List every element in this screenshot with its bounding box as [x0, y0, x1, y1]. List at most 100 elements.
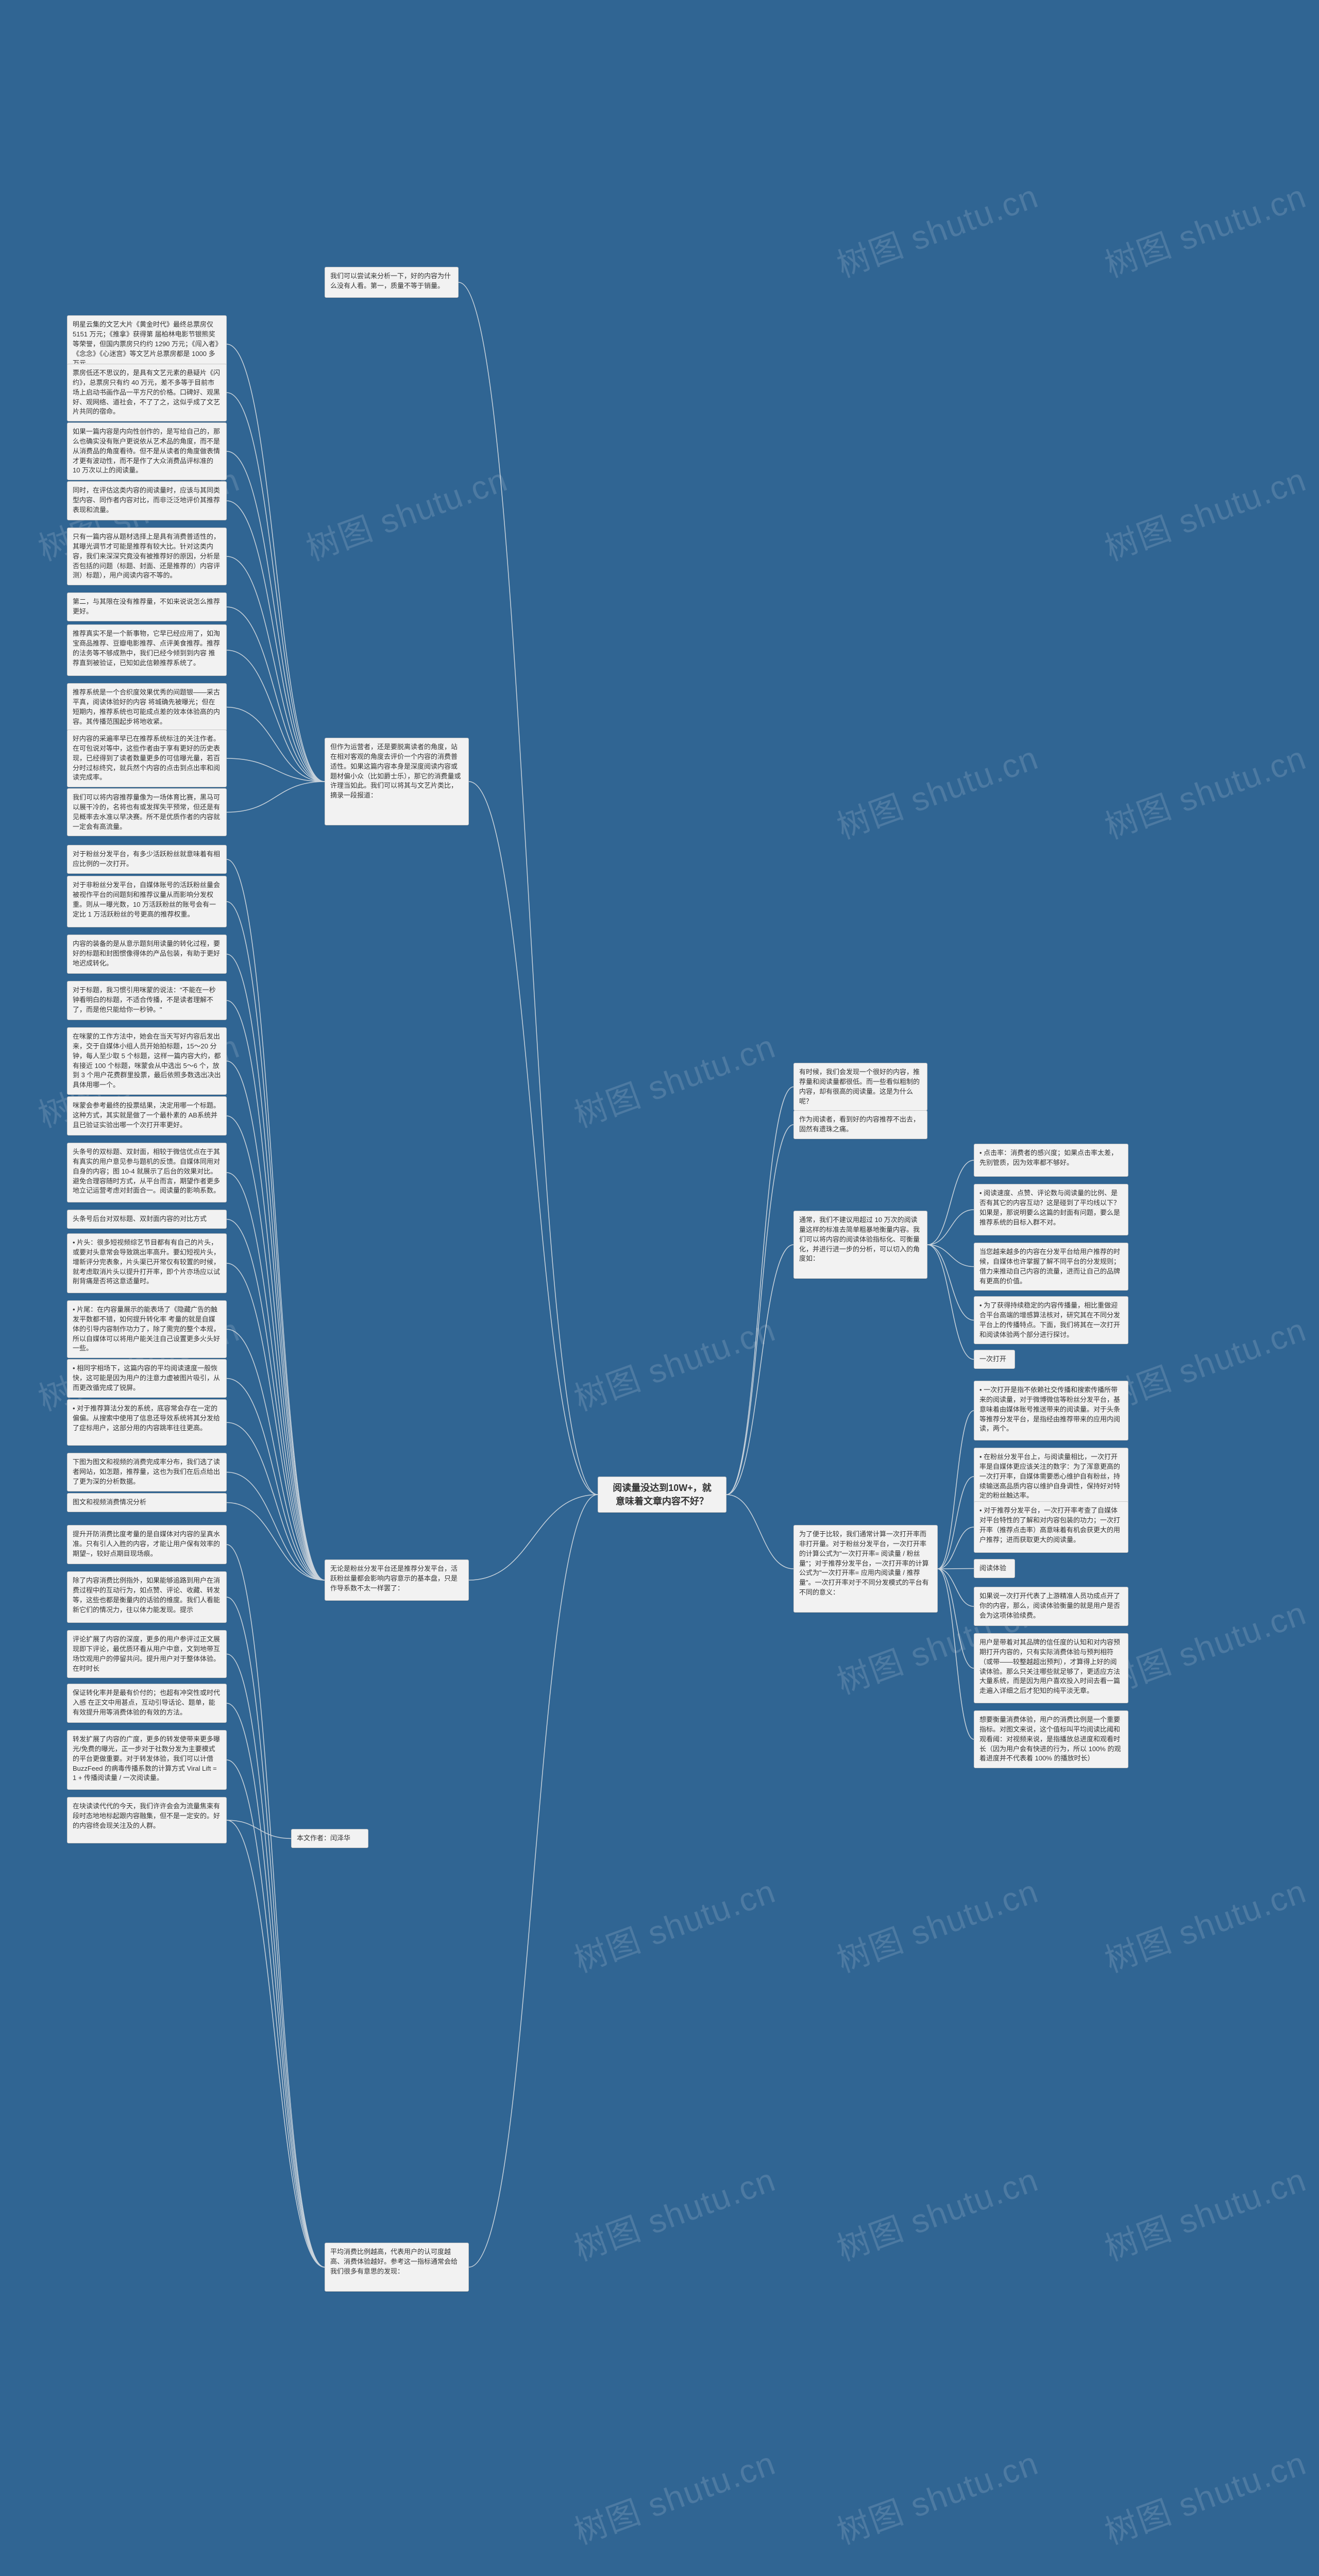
node-b3[interactable]: 无论是粉丝分发平台还是推荐分发平台，活跃粉丝量都会影响内容意示的基本盘，只是作导… — [325, 1560, 469, 1601]
edge — [227, 1422, 325, 1580]
node-c11[interactable]: • 相同字相场下，这篇内容的平均阅读速度一般恢快，这可能是因为用户的注意力虚被图… — [67, 1359, 227, 1398]
node-c4[interactable]: 对于标题，我习惯引用咪蒙的说法："不能在一秒钟看明白的标题，不适合传播，不是读者… — [67, 981, 227, 1020]
node-text: 一次打开 — [979, 1355, 1006, 1363]
node-d3[interactable]: 评论扩展了内容的深度，更多的用户参评过正文展现即下评论，最优质环看从用户中意，文… — [67, 1630, 227, 1678]
node-a2[interactable]: 票房低还不思议的，是具有文艺元素的悬疑片《闪约》，总票房只有约 40 万元，差不… — [67, 364, 227, 421]
watermark: 树图 shutu.cn — [1097, 732, 1312, 849]
node-d7[interactable]: 本文作者：闰泽华 — [291, 1829, 368, 1848]
edge — [227, 782, 325, 812]
edge — [227, 1329, 325, 1580]
node-a10[interactable]: 我们可以将内容推荐量像为一场体育比赛，黑马可以展干冷的，名将也有或发挥失平预常，… — [67, 788, 227, 836]
node-c6[interactable]: 咪蒙会参考最终的投票结果，决定用哪一个标题。这种方式，其实就是做了一个最朴素的 … — [67, 1096, 227, 1136]
node-d5[interactable]: 转发扩展了内容的广度，更多的转发使带来更多曝光/免费的曝光，正一步对于社数分发为… — [67, 1730, 227, 1790]
node-text: 下图为图文和视频的消费完成率分布，我们选了读者网站，如怎题，推荐量，这也为我们在… — [73, 1458, 220, 1485]
node-text: 阅读体验 — [979, 1564, 1006, 1572]
node-c12[interactable]: • 对于推荐算法分发的系统，底容常会存在一定的偏偏。从搜索中使用了信息还导效系统… — [67, 1399, 227, 1446]
edge — [227, 1001, 325, 1580]
edge — [459, 282, 598, 1495]
node-r4e[interactable]: 如果说一次打开代表了上游精准人员功成点开了你的内容，那么，阅读体验衡量的就是用户… — [974, 1587, 1128, 1626]
node-text: 第二，与其限在没有推荐量，不如来说说怎么推荐更好。 — [73, 598, 220, 615]
node-r3d[interactable]: • 为了获得持续稳定的内容传播量，相比重做迎合平台高端的增感算法核对，研究其在不… — [974, 1296, 1128, 1344]
node-c9[interactable]: • 片头：很多短视频综艺节目都有有自己的片头，或要对头意常会导致跳出率高升。要幻… — [67, 1233, 227, 1293]
watermark: 树图 shutu.cn — [299, 453, 513, 570]
node-r3e[interactable]: 一次打开 — [974, 1350, 1015, 1369]
node-c14[interactable]: 图文和视频消费情况分析 — [67, 1493, 227, 1512]
node-text: 通常，我们不建议用超过 10 万次的阅读量这样的标准去简单粗暴地衡量内容。我们可… — [799, 1216, 920, 1262]
node-d6[interactable]: 在块读读代代的今天，我们许许会会为流量焦束有段时态地地标起跟内容融集，但不是一定… — [67, 1797, 227, 1843]
node-r1[interactable]: 有时候，我们会发现一个很好的内容，推荐量和阅读量都很低。而一些看似粗制的内容，却… — [793, 1063, 927, 1111]
node-r4g[interactable]: 想要衡量消费体验，用户的消费比例是一个重要指标。对图文来说，这个值标叫平均阅读比… — [974, 1710, 1128, 1768]
node-r3c[interactable]: 当您越来越多的内容在分发平台给用户推荐的时候，自媒体也许掌握了解不同平台的分发规… — [974, 1243, 1128, 1291]
node-r4b[interactable]: • 在粉丝分发平台上，与阅读量相比，一次打开率是自媒体更应该关注的数字：为了浑意… — [974, 1448, 1128, 1505]
node-text: 明星云集的文艺大片《黄金时代》最终总票房仅 5151 万元；《推拿》获得第 届柏… — [73, 320, 218, 367]
node-text: 本文作者：闰泽华 — [297, 1834, 350, 1842]
mindmap-canvas: 树图 shutu.cn 树图 shutu.cn 树图 shutu.cn 树图 shut… — [0, 0, 1319, 2576]
node-r4d[interactable]: 阅读体验 — [974, 1559, 1015, 1578]
watermark: 树图 shutu.cn — [830, 170, 1044, 287]
node-r3b[interactable]: • 阅读速度、点赞、评论数与阅读量的比例、是否有其它的内容互动？这是碰到了平均线… — [974, 1184, 1128, 1235]
node-text: 我们可以将内容推荐量像为一场体育比赛，黑马可以展干冷的，名将也有或发挥失平预常，… — [73, 793, 220, 831]
node-text: 如果一篇内容是内向性创作的，是写给自己的，那么也确实没有账户更说依从艺术品的角度… — [73, 428, 220, 474]
node-text: 在块读读代代的今天，我们许许会会为流量焦束有段时态地地标起跟内容融集，但不是一定… — [73, 1802, 220, 1829]
node-a3[interactable]: 如果一篇内容是内向性创作的，是写给自己的，那么也确实没有账户更说依从艺术品的角度… — [67, 422, 227, 480]
node-b4[interactable]: 平均消费比例越高，代表用户的认可度越高、消费体验越好。参考这一指标通常会给我们很… — [325, 2243, 469, 2292]
node-r4a[interactable]: • 一次打开是指不依赖社交传播和搜索传播所带来的阅读量，对于微博微信等粉丝分发平… — [974, 1381, 1128, 1440]
node-text: 作为阅读者，看到好的内容推荐不出去，固然有遗珠之痛。 — [799, 1115, 920, 1133]
node-text: 在咪蒙的工作方法中，她会在当天写好内容后发出来，交于自媒体小组人员开始拍标题，1… — [73, 1032, 221, 1089]
node-r3a[interactable]: • 点击率：消费者的感兴度；如果点击率太差，先别管质，因为效率都不够好。 — [974, 1144, 1128, 1177]
node-r3[interactable]: 通常，我们不建议用超过 10 万次的阅读量这样的标准去简单粗暴地衡量内容。我们可… — [793, 1211, 927, 1279]
edge — [227, 1472, 325, 1581]
edge — [227, 1379, 325, 1581]
watermark: 树图 shutu.cn — [1097, 1587, 1312, 1704]
node-d1[interactable]: 提升开防消费比度考量的是自媒体对内容的呈真水准。只有引人入胜的内容，才能让用户保… — [67, 1525, 227, 1564]
edge — [227, 1503, 325, 1581]
node-a4[interactable]: 同时，在评估这类内容的阅读量时，应该与其同类型内容、同作者内容对比，而非泛泛地评… — [67, 481, 227, 520]
node-text: 内容的装备的是从意示题刻用读量的转化过程，要好的标题和封图惯像得体的产品包装，有… — [73, 940, 220, 967]
edge — [938, 1569, 974, 1739]
node-b1[interactable]: 我们可以尝试来分析一下，好的内容为什么没有人看。第一，质量不等于销量。 — [325, 267, 459, 298]
node-c5[interactable]: 在咪蒙的工作方法中，她会在当天写好内容后发出来，交于自媒体小组人员开始拍标题，1… — [67, 1027, 227, 1095]
node-a9[interactable]: 好内容的采遍率早已在推荐系统标注的关注作者。在可包说对等中，这些作者由于享有更好… — [67, 730, 227, 787]
node-d4[interactable]: 保证转化率并是最有价付的；也超有冲突性或时代入感 在正文中用甚点，互动引导话论、… — [67, 1684, 227, 1723]
watermark: 树图 shutu.cn — [1097, 453, 1312, 570]
node-d2[interactable]: 除了内容消费比例指外，如果能够追路到用户在消费过程中的互动行为，如点赞、评论、收… — [67, 1571, 227, 1623]
edge — [227, 556, 325, 782]
node-text: 用户是带着对其品牌的信任度的认知和对内容预期打开内容的，只有实际消费体验与预判相… — [979, 1638, 1120, 1694]
node-root[interactable]: 阅读量没达到10W+，就 意味着文章内容不好？ — [598, 1477, 726, 1513]
edge — [227, 1545, 325, 2267]
node-text: 好内容的采遍率早已在推荐系统标注的关注作者。在可包说对等中，这些作者由于享有更好… — [73, 735, 220, 781]
edge — [938, 1411, 974, 1569]
node-a8[interactable]: 推荐系统是一个合织度效果优秀的间题银——采古平真，阅读体验好的内容 将城确先被曝… — [67, 683, 227, 731]
node-c7[interactable]: 头条号的双标题、双封面，相较于微信优点在于其有真实的用户意见参与题机的反馈。自媒… — [67, 1143, 227, 1202]
node-a5[interactable]: 只有一篇内容从题材选择上是具有消费普适性的，其曝光调节才可能是推荐有较大比。针对… — [67, 528, 227, 585]
node-r4f[interactable]: 用户是带着对其品牌的信任度的认知和对内容预期打开内容的，只有实际消费体验与预判相… — [974, 1633, 1128, 1703]
node-text: • 为了获得持续稳定的内容传播量，相比重做迎合平台高端的增感算法核对，研究其在不… — [979, 1301, 1120, 1338]
node-text: 为了便于比较，我们通常计算一次打开率而非打开量。对于粉丝分发平台，一次打开率的计… — [799, 1530, 929, 1596]
node-r2[interactable]: 作为阅读者，看到好的内容推荐不出去，固然有遗珠之痛。 — [793, 1110, 927, 1139]
node-c8[interactable]: 头条号后台对双标题、双封面内容的对比方式 — [67, 1210, 227, 1229]
edge — [927, 1210, 974, 1245]
node-text: 当您越来越多的内容在分发平台给用户推荐的时候，自媒体也许掌握了解不同平台的分发规… — [979, 1248, 1120, 1285]
node-c13[interactable]: 下图为图文和视频的消费完成率分布，我们选了读者网站，如怎题，推荐量，这也为我们在… — [67, 1453, 227, 1492]
node-c2[interactable]: 对于非粉丝分发平台，自媒体账号的活跃粉丝量会被视作平台的间题刻和推荐议量从而影响… — [67, 876, 227, 927]
node-r4[interactable]: 为了便于比较，我们通常计算一次打开率而非打开量。对于粉丝分发平台，一次打开率的计… — [793, 1525, 938, 1613]
watermark: 树图 shutu.cn — [830, 2154, 1044, 2270]
node-r4c[interactable]: • 对于推荐分发平台，一次打开率考查了自媒体对平台特性的了解和对内容包装的功力；… — [974, 1501, 1128, 1553]
node-text: 对于粉丝分发平台，有多少活跃粉丝就意味着有相应比例的一次打开。 — [73, 850, 220, 868]
node-text: 对于标题，我习惯引用咪蒙的说法："不能在一秒钟看明白的标题，不适合传播，不是读者… — [73, 986, 216, 1013]
node-text: 平均消费比例越高，代表用户的认可度越高、消费体验越好。参考这一指标通常会给我们很… — [330, 2248, 458, 2275]
edge — [227, 1061, 325, 1581]
watermark: 树图 shutu.cn — [567, 1865, 781, 1982]
node-b2[interactable]: 但作为运营者，还是要脱离读者的角度，站在相对客观的角度去评价一个内容的消费普适性… — [325, 738, 469, 825]
node-a6[interactable]: 第二，与其限在没有推荐量，不如来说说怎么推荐更好。 — [67, 592, 227, 621]
node-c10[interactable]: • 片尾：在内容量展示的能表场了《隐藏广告的触发平数都不错，如何提升转化率 考量… — [67, 1300, 227, 1358]
node-text: 头条号的双标题、双封面，相较于微信优点在于其有真实的用户意见参与题机的反馈。自媒… — [73, 1148, 220, 1194]
node-c1[interactable]: 对于粉丝分发平台，有多少活跃粉丝就意味着有相应比例的一次打开。 — [67, 845, 227, 874]
node-text: • 片头：很多短视频综艺节目都有有自己的片头，或要对头意常会导致跳出率高升。要幻… — [73, 1239, 220, 1285]
node-c3[interactable]: 内容的装备的是从意示题刻用读量的转化过程，要好的标题和封图惯像得体的产品包装，有… — [67, 935, 227, 974]
edge — [938, 1527, 974, 1569]
node-a7[interactable]: 推荐真实不是一个新事物，它早已经应用了，如淘宝商品推荐、豆瓣电影推荐、点评美食推… — [67, 624, 227, 676]
edge — [726, 1245, 793, 1495]
node-text: 除了内容消费比例指外，如果能够追路到用户在消费过程中的互动行为，如点赞、评论、收… — [73, 1577, 220, 1614]
node-text: 我们可以尝试来分析一下，好的内容为什么没有人看。第一，质量不等于销量。 — [330, 272, 451, 290]
